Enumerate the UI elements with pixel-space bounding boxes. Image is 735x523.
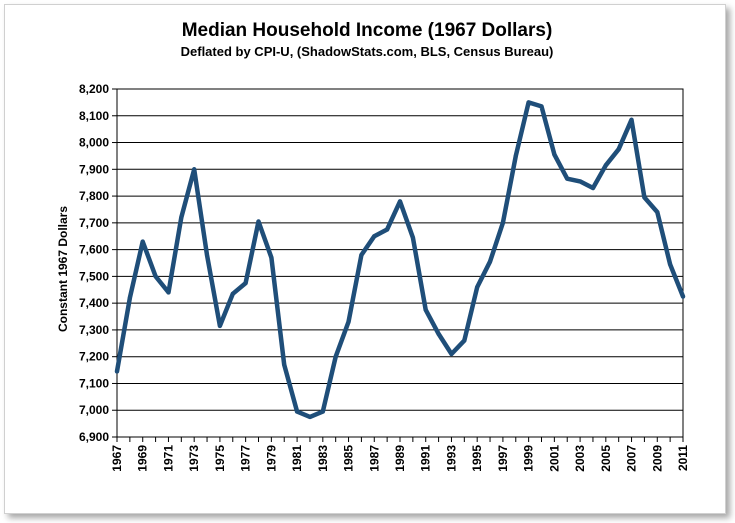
x-tick-label: 1971: [161, 445, 175, 472]
data-point: [166, 290, 171, 295]
y-tick-label: 7,000: [79, 403, 109, 417]
y-tick-label: 8,200: [79, 82, 109, 96]
y-tick-label: 7,600: [79, 243, 109, 257]
x-tick-label: 2009: [650, 445, 664, 472]
y-axis: 6,900 7,000 7,100 7,200 7,300 7,400 7,500 7,600…: [79, 82, 117, 444]
y-tick-label: 7,800: [79, 189, 109, 203]
x-tick-label: 1981: [290, 445, 304, 472]
data-point: [127, 295, 132, 300]
data-point: [668, 262, 673, 267]
data-point: [449, 352, 454, 357]
x-tick-label: 2003: [573, 445, 587, 472]
data-point: [616, 147, 621, 152]
y-tick-label: 7,100: [79, 376, 109, 390]
y-tick-label: 7,300: [79, 323, 109, 337]
chart-title: Median Household Income (1967 Dollars): [182, 20, 553, 41]
data-point: [410, 235, 415, 240]
data-point: [307, 414, 312, 419]
x-tick-label: 2001: [547, 445, 561, 472]
x-tick-label: 2007: [625, 445, 639, 472]
plot-area: [116, 88, 684, 438]
gridlines: [117, 88, 683, 438]
y-tick-label: 7,700: [79, 216, 109, 230]
data-point: [333, 354, 338, 359]
data-point: [526, 100, 531, 105]
data-point: [578, 179, 583, 184]
data-point: [295, 409, 300, 414]
y-tick-label: 7,400: [79, 296, 109, 310]
chart-frame: Median Household Income (1967 Dollars) D…: [4, 4, 726, 514]
data-point: [179, 215, 184, 220]
data-point: [256, 219, 261, 224]
x-tick-label: 1997: [496, 445, 510, 472]
data-point: [629, 117, 634, 122]
data-point: [205, 252, 210, 257]
data-point: [320, 409, 325, 414]
y-tick-label: 8,000: [79, 136, 109, 150]
x-tick-label: 1995: [470, 445, 484, 472]
x-tick-label: 1987: [367, 445, 381, 472]
data-point: [590, 186, 595, 191]
data-point: [359, 252, 364, 257]
y-tick-label: 7,200: [79, 350, 109, 364]
y-tick-label: 7,900: [79, 162, 109, 176]
x-tick-label: 2005: [599, 445, 613, 472]
data-point: [642, 195, 647, 200]
data-point: [217, 323, 222, 328]
data-point: [500, 220, 505, 225]
data-point: [436, 331, 441, 336]
y-axis-label: Constant 1967 Dollars: [56, 206, 70, 332]
data-point: [269, 255, 274, 260]
data-point: [282, 362, 287, 367]
data-point: [488, 259, 493, 264]
x-axis: 1967 1969 1971 1973 1975 1977 1979 1981 1983 1985…: [110, 437, 690, 472]
x-tick-label: 2011: [676, 445, 690, 471]
data-point: [603, 163, 608, 168]
data-point: [655, 210, 660, 215]
y-tick-label: 8,100: [79, 109, 109, 123]
data-point: [565, 176, 570, 181]
x-tick-label: 1985: [342, 445, 356, 472]
x-tick-label: 1977: [239, 445, 253, 472]
data-point: [192, 167, 197, 172]
x-tick-label: 1969: [136, 445, 150, 472]
y-tick-label: 6,900: [79, 430, 109, 444]
data-point: [153, 274, 158, 279]
x-tick-label: 1967: [110, 445, 124, 472]
x-tick-label: 1993: [444, 445, 458, 472]
x-tick-label: 1975: [213, 445, 227, 472]
data-point: [140, 239, 145, 244]
x-tick-label: 1973: [187, 445, 201, 472]
chart-subtitle: Deflated by CPI-U, (ShadowStats.com, BLS…: [181, 44, 554, 59]
chart: Median Household Income (1967 Dollars) D…: [56, 20, 690, 472]
data-points: [115, 100, 685, 419]
data-point: [115, 369, 119, 374]
data-point: [513, 153, 518, 158]
data-point: [398, 199, 402, 204]
x-tick-label: 1979: [264, 445, 278, 472]
x-tick-label: 1999: [522, 445, 536, 472]
data-point: [475, 285, 480, 290]
y-tick-label: 7,500: [79, 269, 109, 283]
data-point: [423, 307, 428, 312]
data-point: [552, 152, 557, 157]
series-line: [114, 100, 686, 420]
x-tick-label: 1989: [393, 445, 407, 472]
data-point: [385, 227, 390, 232]
data-point: [681, 294, 685, 299]
data-point: [539, 104, 544, 109]
data-point: [346, 319, 351, 324]
data-point: [462, 338, 467, 343]
data-point: [243, 281, 248, 286]
x-tick-label: 1991: [419, 445, 433, 472]
data-point: [230, 291, 235, 296]
x-tick-label: 1983: [316, 445, 330, 472]
data-point: [372, 234, 377, 239]
